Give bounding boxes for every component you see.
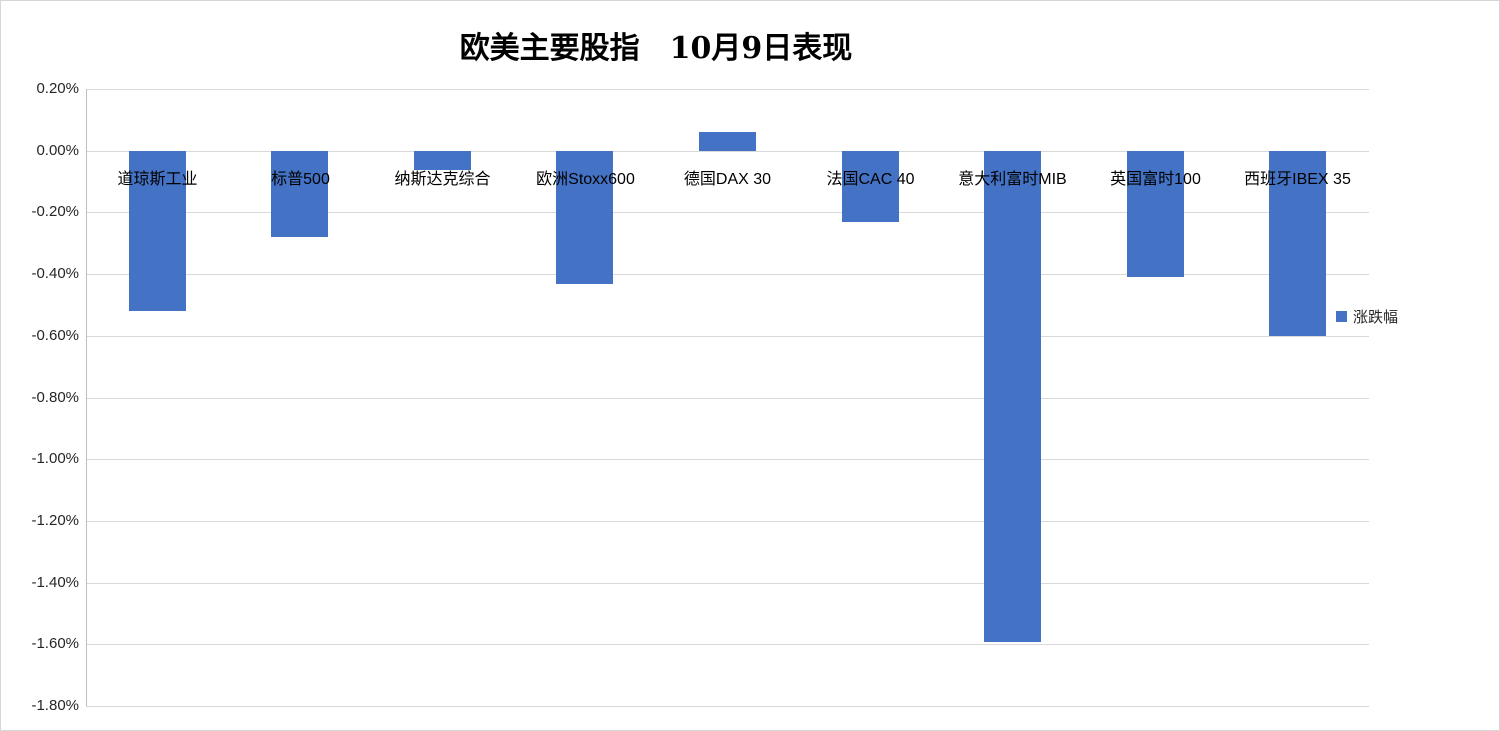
x-axis-category-label: 西班牙IBEX 35 [1244,171,1351,188]
bar-法国CAC 40 [842,151,899,222]
y-axis-tick-label: 0.20% [36,80,79,97]
legend-swatch [1336,311,1347,322]
gridline [86,706,1369,707]
bar-标普500 [271,151,328,237]
gridline [86,336,1369,337]
legend-label: 涨跌幅 [1353,309,1399,326]
bar-道琼斯工业 [129,151,186,311]
y-axis-tick-label: -1.40% [31,574,79,591]
y-axis-tick-label: -0.60% [31,327,79,344]
bar-纳斯达克综合 [414,151,471,170]
y-axis-tick-label: -0.20% [31,203,79,220]
y-axis-tick-label: -0.40% [31,265,79,282]
y-axis-tick-label: -1.60% [31,635,79,652]
gridline [86,521,1369,522]
gridline [86,151,1369,152]
gridline [86,212,1369,213]
gridline [86,644,1369,645]
x-axis-category-label: 纳斯达克综合 [394,171,491,188]
bar-英国富时100 [1127,151,1184,277]
bar-西班牙IBEX 35 [1269,151,1326,336]
x-axis-category-label: 德国DAX 30 [683,171,772,188]
bar-德国DAX 30 [699,132,756,151]
bar-欧洲Stoxx600 [556,151,613,284]
x-axis-category-label: 欧洲Stoxx600 [536,171,635,188]
gridline [86,459,1369,460]
x-axis-category-label: 标普500 [271,171,330,188]
plot-area: 道琼斯工业 标普500 纳斯达克综合 欧洲Stoxx600 德国DAX 30 法国CAC … [86,89,1369,707]
x-axis-category-label: 英国富时100 [1110,171,1201,188]
gridline [86,274,1369,275]
x-axis-category-label: 道琼斯工业 [117,171,198,188]
y-axis-tick-label: 0.00% [36,142,79,159]
legend: 涨跌幅 [1336,306,1398,327]
y-axis-tick-label: -1.80% [31,697,79,714]
bar-意大利富时MIB [984,151,1041,642]
y-axis-tick-label: -1.00% [31,450,79,467]
y-axis-tick-label: -0.80% [31,389,79,406]
gridline [86,398,1369,399]
gridline [86,89,1369,90]
gridline [86,583,1369,584]
y-axis-tick-label: -1.20% [31,512,79,529]
y-axis-line [86,89,87,706]
x-axis-category-label: 法国CAC 40 [826,171,915,188]
x-axis-category-label: 意大利富时MIB [958,171,1067,188]
chart-title: 欧美主要股指 10月9日表现 [459,31,853,66]
